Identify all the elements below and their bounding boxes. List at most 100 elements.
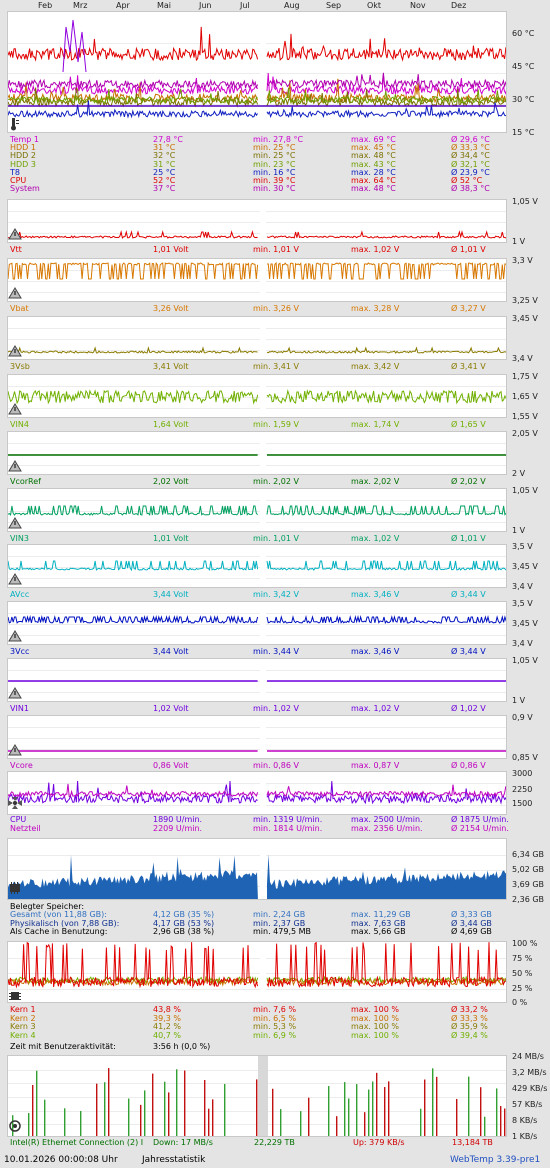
data-gap	[260, 942, 266, 1002]
footer-title: Jahresstatistik	[142, 1155, 206, 1165]
legend-max: max. 100 %	[351, 1013, 399, 1023]
fan-plot	[7, 771, 507, 815]
legend-name: VIN1	[10, 704, 29, 713]
legend-min: min. 2,24 GB	[253, 910, 306, 919]
traffic-bar	[368, 1089, 370, 1136]
traffic-bar	[64, 1108, 66, 1136]
traffic-bar	[204, 1080, 206, 1136]
legend-avg: Ø 34,4 °C	[451, 151, 490, 161]
traffic-bar	[152, 1073, 154, 1136]
legend-name: Als Cache in Benutzung:	[10, 927, 108, 936]
series-line	[8, 75, 259, 96]
traffic-bar	[128, 1098, 130, 1136]
traffic-bar	[388, 1081, 390, 1136]
series-line	[8, 88, 258, 105]
traffic-bar	[436, 1076, 438, 1136]
series-line	[266, 102, 506, 119]
traffic-bar	[328, 1086, 330, 1136]
traffic-bar	[500, 1106, 502, 1136]
fan-ylabel-3000: 3000	[512, 769, 533, 778]
legend-name: HDD 3	[10, 159, 36, 169]
traffic-bar	[348, 1098, 350, 1136]
legend-avg: Ø 3,44 V	[451, 590, 486, 599]
data-gap	[260, 317, 266, 359]
warning-triangle-icon	[8, 403, 22, 415]
legend-cur: 31 °C	[153, 143, 176, 153]
memory-area	[8, 855, 258, 899]
voltage-ylabel-top: 3,5 V	[512, 599, 533, 608]
series-line	[8, 942, 259, 989]
legend-name: 3Vcc	[10, 647, 30, 656]
warning-triangle-icon	[8, 687, 22, 699]
legend-name: Netzteil	[10, 823, 41, 833]
net-ylabel-1: 24 MB/s	[512, 1052, 544, 1061]
traffic-bar	[496, 1088, 498, 1136]
mem-ylabel-2: 5,02 GB	[512, 865, 545, 874]
traffic-bar	[344, 1082, 346, 1136]
legend-name: Kern 3	[10, 1022, 36, 1031]
network-down: Down: 17 MB/s	[153, 1138, 213, 1147]
cpu-ylabel-25: 25 %	[512, 984, 533, 993]
memory-area	[267, 854, 506, 899]
traffic-bar	[36, 1070, 38, 1136]
legend-avg: Ø 0,86 V	[451, 761, 486, 770]
network-adapter: Intel(R) Ethernet Connection (2) I	[10, 1138, 144, 1147]
traffic-bar	[168, 1092, 170, 1136]
month-label: Feb	[38, 1, 53, 10]
legend-avg: Ø 4,69 GB	[451, 927, 492, 936]
voltage-ylabel-bottom: 1 V	[512, 237, 526, 246]
legend-name: System	[10, 184, 40, 194]
series-line	[8, 560, 259, 572]
fan-icon	[8, 797, 22, 809]
legend-max: max. 3,28 V	[351, 304, 400, 313]
legend-max: max. 1,02 V	[351, 245, 400, 254]
legend-name: CPU	[10, 815, 27, 824]
thermometer-icon	[8, 117, 22, 131]
traffic-bar	[44, 1099, 46, 1136]
data-gap	[260, 489, 266, 531]
net-ylabel-3: 429 KB/s	[512, 1084, 548, 1093]
legend-max: max. 3,46 V	[351, 647, 400, 656]
legend-min: min. 7,6 %	[253, 1005, 297, 1014]
legend-name: VIN3	[10, 534, 29, 543]
traffic-bar	[364, 1112, 366, 1136]
legend-min: min. 2,02 V	[253, 477, 299, 486]
legend-min: min. 25 °C	[253, 151, 296, 161]
temp-ylabel-60: 60 °C	[512, 29, 535, 38]
voltage-ylabel-top: 1,05 V	[512, 656, 538, 665]
legend-cur: 1,01 Volt	[153, 245, 189, 254]
legend-min: min. 6,9 %	[253, 1030, 297, 1040]
month-label: Nov	[410, 1, 426, 10]
voltage-ylabel-bottom: 3,4 V	[512, 354, 533, 363]
cpu-load-plot	[7, 941, 507, 1003]
voltage-plot-vin3	[7, 488, 507, 532]
app-version-link[interactable]: WebTemp 3.39-pre1	[450, 1155, 541, 1165]
legend-max: max. 11,29 GB	[351, 910, 411, 919]
legend-name: T8	[10, 167, 20, 177]
legend-name: Vtt	[10, 245, 22, 254]
legend-cur: 3,44 Volt	[153, 647, 189, 656]
legend-min: min. 1,01 V	[253, 534, 299, 543]
warning-triangle-icon	[8, 228, 22, 240]
legend-min: min. 39 °C	[253, 176, 296, 185]
traffic-bar	[280, 1109, 282, 1136]
legend-avg: Ø 33,3 %	[451, 1013, 488, 1023]
legend-cur: 31 °C	[153, 159, 176, 169]
legend-avg: Ø 2154 U/min.	[451, 823, 509, 833]
legend-avg: Ø 39,4 %	[451, 1030, 488, 1040]
network-icon	[8, 1120, 22, 1132]
data-gap	[258, 1056, 268, 1136]
legend-max: max. 2500 U/min.	[351, 815, 423, 824]
legend-max: max. 2,02 V	[351, 477, 400, 486]
voltage-ylabel-top: 1,05 V	[512, 197, 538, 206]
legend-max: max. 5,66 GB	[351, 927, 406, 936]
legend-cur: 0,86 Volt	[153, 761, 189, 770]
traffic-bar	[300, 1111, 302, 1136]
traffic-bar	[184, 1070, 186, 1136]
warning-triangle-icon	[8, 573, 22, 585]
legend-max: max. 28 °C	[351, 167, 396, 177]
legend-min: min. 23 °C	[253, 159, 296, 169]
legend-cur: 3,41 Volt	[153, 362, 189, 371]
legend-avg: Ø 3,44 V	[451, 647, 486, 656]
series-line	[8, 346, 258, 354]
